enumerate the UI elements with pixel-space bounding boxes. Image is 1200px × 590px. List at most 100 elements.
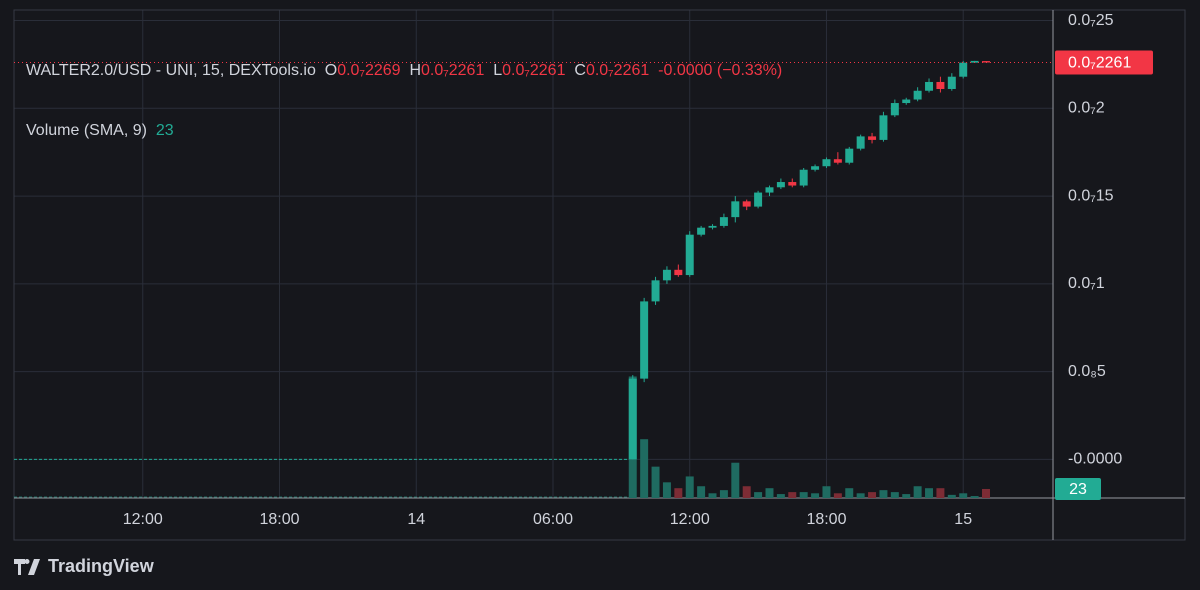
last-price-box <box>1055 50 1153 75</box>
h-label: H <box>409 62 421 79</box>
brand-name: TradingView <box>48 556 154 576</box>
volume-bar <box>788 492 797 498</box>
candle-body <box>890 103 899 116</box>
ohlc-row: WALTER2.0/USD - UNI, 15, DEXTools.io O0.… <box>26 62 782 86</box>
candle-body <box>947 76 956 89</box>
candle-body <box>754 192 763 207</box>
plot-frame <box>13 9 1186 541</box>
candle-body <box>936 81 945 89</box>
volume-bar <box>776 494 785 498</box>
candle-body <box>719 217 728 226</box>
volume-bar <box>822 486 831 498</box>
volume-bar <box>697 486 706 498</box>
candle-body <box>697 227 706 235</box>
candle-body <box>731 201 740 218</box>
x-tick-label: 18:00 <box>806 511 846 528</box>
c-label: C <box>574 62 586 79</box>
candle-body <box>708 225 717 228</box>
volume-value-box <box>1055 477 1101 500</box>
brand-logo <box>14 558 40 575</box>
volume-bar <box>765 488 774 498</box>
x-tick-label: 12:00 <box>670 511 710 528</box>
volume-bar <box>674 488 683 498</box>
volume-bar <box>742 486 751 498</box>
o-value: 0.0₇2269 <box>337 62 401 79</box>
volume-bar <box>662 482 671 498</box>
c-value: 0.0₇2261 <box>585 62 650 79</box>
x-tick-label: 14 <box>407 511 425 528</box>
candle-body <box>662 269 671 281</box>
volume-bar <box>925 488 934 498</box>
volume-bar <box>856 493 865 498</box>
candle-body <box>982 61 990 63</box>
y-tick-label: 0.0₇25 <box>1068 12 1114 29</box>
candle-body <box>674 269 683 276</box>
candle-body <box>868 136 877 140</box>
candle-body <box>628 378 637 460</box>
volume-value-axis-label: 23 <box>1069 481 1087 498</box>
volume-bar <box>982 488 990 498</box>
volume-bar <box>651 466 660 498</box>
volume-title: Volume (SMA, 9) <box>26 122 147 139</box>
candle-body <box>845 148 854 163</box>
candle-body <box>959 62 968 77</box>
candle-body <box>822 159 831 167</box>
x-tick-label: 18:00 <box>259 511 299 528</box>
candle-body <box>879 115 888 140</box>
volume-bar <box>890 492 899 498</box>
volume-bar <box>640 439 649 498</box>
volume-bar <box>970 496 979 498</box>
candle-body <box>765 187 774 193</box>
volume-bar <box>959 493 968 498</box>
candle-body <box>685 234 694 276</box>
candle-body <box>833 159 842 163</box>
volume-bar <box>902 494 911 498</box>
volume-bar <box>913 486 922 498</box>
volume-bar <box>754 492 763 498</box>
l-label: L <box>493 62 503 79</box>
volume-bar <box>685 476 694 498</box>
candle-body <box>640 301 649 379</box>
candle-body <box>742 201 751 207</box>
x-tick-label: 15 <box>954 511 972 528</box>
h-value: 0.0₇2261 <box>421 62 485 79</box>
candle-body <box>902 99 911 104</box>
volume-bar <box>799 492 808 498</box>
legend: WALTER2.0/USD - UNI, 15, DEXTools.io O0.… <box>26 26 782 164</box>
y-tick-label: 0.0₇2 <box>1068 100 1105 117</box>
l-value: 0.0₇2261 <box>502 62 566 79</box>
y-tick-label: 0.0₇15 <box>1068 187 1114 204</box>
volume-bar <box>708 493 717 498</box>
candle-body <box>651 280 660 302</box>
volume-row: Volume (SMA, 9) 23 <box>26 122 782 146</box>
candle-body <box>913 90 922 100</box>
candle-body <box>799 169 808 186</box>
candle-body <box>788 182 797 186</box>
candle-body <box>925 81 934 91</box>
candle-body <box>970 60 979 63</box>
brand: TradingView <box>14 556 154 577</box>
volume-value: 23 <box>155 122 174 139</box>
volume-bar <box>719 490 728 498</box>
y-tick-label: 0.0₇1 <box>1068 275 1105 292</box>
volume-bar <box>811 493 820 498</box>
volume-bar <box>845 488 854 498</box>
candle-body <box>776 182 785 188</box>
x-tick-label: 12:00 <box>123 511 163 528</box>
y-tick-label: 0.0₈5 <box>1068 363 1106 380</box>
symbol: WALTER2.0/USD - UNI, 15, DEXTools.io <box>26 62 316 79</box>
volume-bar <box>879 490 888 498</box>
o-label: O <box>324 62 338 79</box>
change: -0.0000 (−0.33%) <box>658 62 783 79</box>
x-tick-label: 06:00 <box>533 511 573 528</box>
candle-body <box>811 166 820 170</box>
volume-bar <box>936 488 945 498</box>
volume-bar <box>947 494 956 498</box>
y-tick-label: -0.0000 <box>1068 451 1122 468</box>
last-price-label: 0.0₇2261 <box>1068 55 1131 72</box>
candle-body <box>856 136 865 149</box>
volume-bar <box>731 462 740 498</box>
volume-bar <box>833 493 842 498</box>
